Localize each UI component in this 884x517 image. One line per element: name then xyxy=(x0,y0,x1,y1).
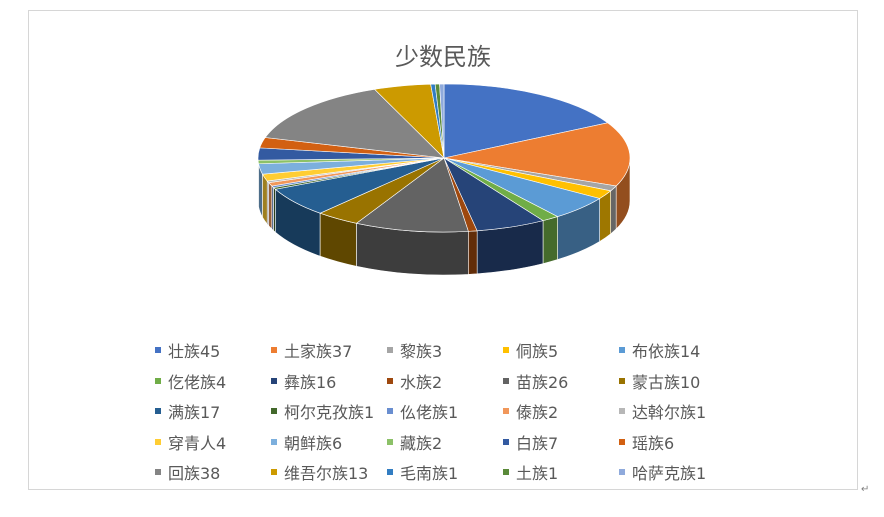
legend-swatch xyxy=(619,438,625,445)
legend-label: 藏族2 xyxy=(400,433,443,453)
legend-label: 布依族14 xyxy=(632,342,701,362)
legend-item[interactable]: 苗族26 xyxy=(503,366,619,397)
pie-chart[interactable] xyxy=(29,11,859,311)
legend-item[interactable]: 蒙古族10 xyxy=(619,366,735,397)
legend-swatch xyxy=(387,408,393,415)
legend-label: 傣族2 xyxy=(516,403,559,423)
paragraph-mark: ↵ xyxy=(861,484,870,495)
legend-swatch xyxy=(155,469,161,476)
legend-label: 穿青人4 xyxy=(168,433,227,453)
legend-item[interactable]: 穿青人4 xyxy=(155,427,271,458)
pie-slice-side-傣族[interactable] xyxy=(268,181,273,230)
legend-label: 白族7 xyxy=(516,433,559,453)
legend-item[interactable]: 藏族2 xyxy=(387,427,503,458)
legend-label: 土家族37 xyxy=(284,342,353,362)
legend-item[interactable]: 土家族37 xyxy=(271,335,387,366)
legend-label: 仫佬族1 xyxy=(400,403,459,423)
legend-label: 朝鲜族6 xyxy=(284,433,343,453)
legend-label: 侗族5 xyxy=(516,342,559,362)
legend-swatch xyxy=(155,377,161,384)
legend-item[interactable]: 黎族3 xyxy=(387,335,503,366)
legend-swatch xyxy=(503,347,509,354)
legend-item[interactable]: 维吾尔族13 xyxy=(271,457,387,488)
legend-label: 蒙古族10 xyxy=(632,372,701,392)
legend-swatch xyxy=(387,347,393,354)
legend-label: 黎族3 xyxy=(400,342,443,362)
legend-swatch xyxy=(619,469,625,476)
legend-swatch xyxy=(387,438,393,445)
legend-item[interactable]: 壮族45 xyxy=(155,335,271,366)
legend-label: 毛南族1 xyxy=(400,464,459,484)
legend-swatch xyxy=(503,469,509,476)
legend-item[interactable]: 彝族16 xyxy=(271,366,387,397)
legend-swatch xyxy=(503,408,509,415)
legend-label: 回族38 xyxy=(168,464,221,484)
legend-item[interactable]: 土族1 xyxy=(503,457,619,488)
legend-swatch xyxy=(155,347,161,354)
legend-label: 达斡尔族1 xyxy=(632,403,707,423)
pie-slice-side-穿青人[interactable] xyxy=(262,173,268,225)
legend-item[interactable]: 布依族14 xyxy=(619,335,735,366)
legend-item[interactable]: 傣族2 xyxy=(503,396,619,427)
chart-area[interactable]: 少数民族 壮族45 土家族37 黎族3 侗族5 布依族14 仡佬族4 彝族16 水族2 苗族26… xyxy=(28,10,858,490)
legend-swatch xyxy=(271,377,277,384)
pie-slice-苗族[interactable] xyxy=(355,157,469,233)
pie-slice-壮族[interactable] xyxy=(443,83,609,159)
pie-slice-土家族[interactable] xyxy=(443,122,631,187)
legend-swatch xyxy=(619,408,625,415)
legend-item[interactable]: 仫佬族1 xyxy=(387,396,503,427)
legend-label: 哈萨克族1 xyxy=(632,464,707,484)
legend-item[interactable]: 满族17 xyxy=(155,396,271,427)
legend-swatch xyxy=(387,469,393,476)
legend-label: 彝族16 xyxy=(284,372,337,392)
legend-item[interactable]: 仡佬族4 xyxy=(155,366,271,397)
legend-swatch xyxy=(619,347,625,354)
chart-title: 少数民族 xyxy=(395,43,491,71)
legend-label: 满族17 xyxy=(168,403,221,423)
legend-swatch xyxy=(503,438,509,445)
pie-slice-side-仡佬族[interactable] xyxy=(542,216,558,265)
legend-item[interactable]: 水族2 xyxy=(387,366,503,397)
legend-swatch xyxy=(155,438,161,445)
legend-swatch xyxy=(271,408,277,415)
legend-label: 壮族45 xyxy=(168,342,221,362)
legend-item[interactable]: 白族7 xyxy=(503,427,619,458)
pie-slice-回族[interactable] xyxy=(264,89,445,159)
legend-swatch xyxy=(503,377,509,384)
chart-legend: 壮族45 土家族37 黎族3 侗族5 布依族14 仡佬族4 彝族16 水族2 苗族26 蒙古族10… xyxy=(155,335,735,488)
legend-swatch xyxy=(619,377,625,384)
legend-swatch xyxy=(271,438,277,445)
legend-swatch xyxy=(155,408,161,415)
legend-label: 苗族26 xyxy=(516,372,569,392)
pie-slice-side-黎族[interactable] xyxy=(610,185,617,235)
legend-label: 瑶族6 xyxy=(632,433,675,453)
legend-label: 土族1 xyxy=(516,464,559,484)
legend-item[interactable]: 毛南族1 xyxy=(387,457,503,488)
legend-label: 仡佬族4 xyxy=(168,372,227,392)
legend-swatch xyxy=(271,347,277,354)
pie-slice-side-水族[interactable] xyxy=(468,230,478,275)
legend-label: 水族2 xyxy=(400,372,443,392)
legend-item[interactable]: 达斡尔族1 xyxy=(619,396,735,427)
pie-slice-哈萨克族[interactable] xyxy=(439,83,445,159)
legend-item[interactable]: 瑶族6 xyxy=(619,427,735,458)
legend-item[interactable]: 侗族5 xyxy=(503,335,619,366)
pie-slice-side-侗族[interactable] xyxy=(599,190,611,243)
legend-item[interactable]: 朝鲜族6 xyxy=(271,427,387,458)
legend-item[interactable]: 柯尔克孜族1 xyxy=(271,396,387,427)
legend-swatch xyxy=(271,469,277,476)
legend-item[interactable]: 哈萨克族1 xyxy=(619,457,735,488)
legend-label: 维吾尔族13 xyxy=(284,464,369,484)
legend-label: 柯尔克孜族1 xyxy=(284,403,375,423)
legend-swatch xyxy=(387,377,393,384)
legend-item[interactable]: 回族38 xyxy=(155,457,271,488)
